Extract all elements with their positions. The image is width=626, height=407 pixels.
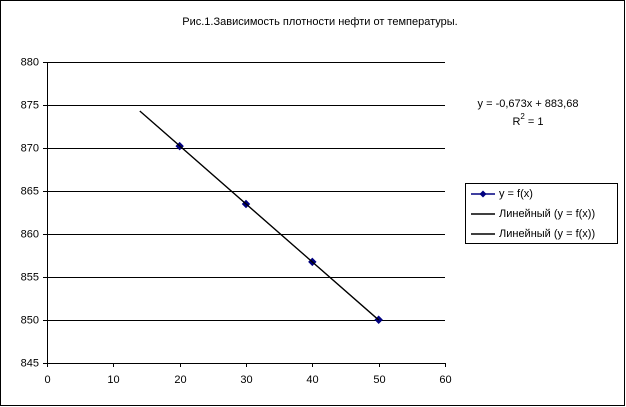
y-tick-label: 855 (21, 271, 39, 283)
r-squared-rest: = 1 (525, 116, 544, 128)
y-tick-label: 880 (21, 56, 39, 68)
y-tick-label: 870 (21, 142, 39, 154)
chart-title: Рис.1.Зависимость плотности нефти от тем… (182, 16, 457, 28)
x-tick-label: 0 (44, 374, 50, 386)
x-tick-label: 30 (240, 374, 252, 386)
y-tick-label: 865 (21, 185, 39, 197)
legend-label: Линейный (y = f(x)) (499, 228, 595, 240)
x-tick-label: 60 (439, 374, 451, 386)
x-tick-label: 20 (174, 374, 186, 386)
y-tick-label: 850 (21, 314, 39, 326)
y-tick-label: 860 (21, 228, 39, 240)
r-squared: R2 = 1 (512, 112, 543, 128)
x-tick-label: 50 (373, 374, 385, 386)
legend-marker (479, 190, 487, 198)
trend-equation: y = -0,673x + 883,68 (478, 98, 579, 110)
y-tick-label: 875 (21, 99, 39, 111)
trend-line (139, 110, 380, 321)
legend-label: Линейный (y = f(x)) (499, 208, 595, 220)
r-squared-base: R (512, 116, 520, 128)
x-tick-label: 40 (306, 374, 318, 386)
r-squared-sup: 2 (520, 112, 525, 121)
legend-label: y = f(x) (499, 188, 533, 200)
x-tick-label: 10 (107, 374, 119, 386)
y-tick-label: 845 (21, 357, 39, 369)
